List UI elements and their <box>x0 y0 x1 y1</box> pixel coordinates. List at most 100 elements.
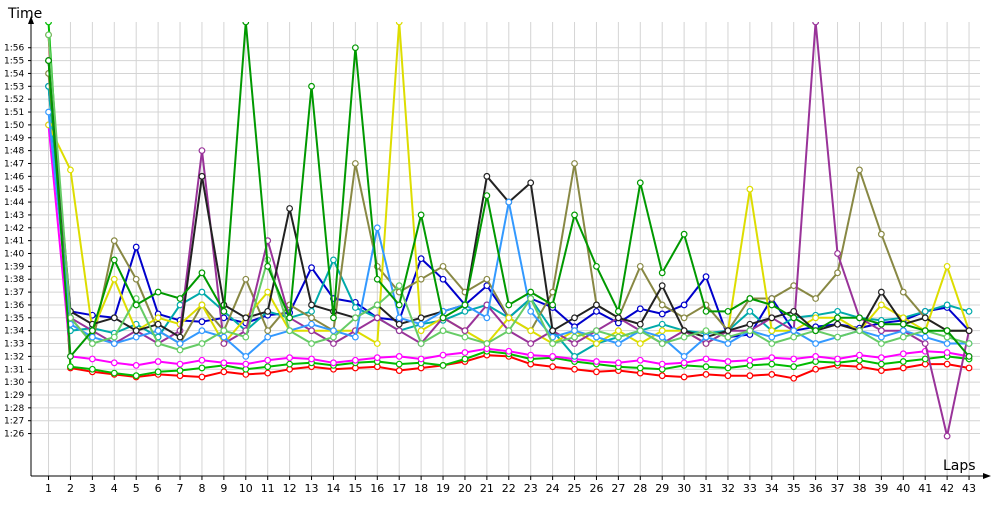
y-tick-label: 1:44 <box>4 198 24 208</box>
data-point <box>154 288 162 296</box>
data-point <box>264 307 272 315</box>
y-tick-label: 1:47 <box>4 159 24 169</box>
data-point <box>527 179 535 187</box>
data-point <box>746 307 754 315</box>
data-point <box>768 354 776 362</box>
data-point <box>856 363 863 371</box>
data-point <box>461 349 469 356</box>
data-point <box>680 230 688 238</box>
y-tick-label: 1:36 <box>4 301 24 311</box>
data-point <box>88 333 96 341</box>
data-point <box>571 340 578 347</box>
data-point <box>198 172 206 180</box>
data-point <box>899 333 907 341</box>
data-point <box>702 333 710 341</box>
data-point <box>176 340 184 347</box>
data-point <box>373 301 381 309</box>
data-point <box>110 359 118 367</box>
data-point <box>680 352 688 360</box>
data-point <box>768 333 776 341</box>
data-point <box>527 288 535 296</box>
data-point <box>921 333 929 341</box>
data-point <box>790 282 798 290</box>
data-point <box>724 364 732 372</box>
data-point <box>899 288 907 296</box>
data-point <box>373 275 381 283</box>
data-point <box>264 369 272 377</box>
data-point <box>132 333 140 341</box>
data-point <box>702 340 710 347</box>
x-tick-label: 25 <box>568 482 582 495</box>
data-point <box>965 327 973 335</box>
x-tick-label: 4 <box>111 482 118 495</box>
x-tick-label: 7 <box>177 482 184 495</box>
y-tick-label: 1:32 <box>4 352 24 362</box>
data-point <box>439 262 447 270</box>
x-tick-label: 21 <box>480 482 494 495</box>
data-point <box>746 320 754 328</box>
data-point <box>154 320 162 328</box>
data-point <box>724 333 732 341</box>
data-point <box>176 360 184 368</box>
data-point <box>264 363 272 371</box>
y-tick-label: 1:30 <box>4 378 24 388</box>
x-tick-labels: 1 2 3 4 5 6 7 8 9 10 11 12 13 14 15 16 17 18 19 20 21 22 23 24 2… <box>45 482 976 495</box>
data-point <box>790 327 798 335</box>
data-point <box>593 307 600 315</box>
data-point <box>527 307 535 315</box>
x-tick-label: 12 <box>283 482 297 495</box>
data-point <box>132 301 140 309</box>
data-point <box>614 327 622 335</box>
y-tick-label: 1:34 <box>4 327 24 337</box>
data-point <box>264 333 272 341</box>
data-point <box>351 160 359 167</box>
data-point <box>834 250 841 257</box>
data-point <box>834 333 841 341</box>
y-tick-label: 1:28 <box>4 404 24 414</box>
data-point <box>856 166 863 174</box>
data-point <box>132 327 140 335</box>
data-point <box>483 192 491 200</box>
data-point <box>286 205 294 212</box>
axes: Time Laps <box>7 6 991 479</box>
x-tick-label: 26 <box>589 482 603 495</box>
x-tick-label: 20 <box>458 482 472 495</box>
y-axis-arrow-icon <box>28 16 34 24</box>
data-point <box>88 340 96 347</box>
data-point <box>877 301 885 309</box>
data-point <box>680 327 688 335</box>
data-point <box>812 295 820 302</box>
data-point <box>198 269 206 277</box>
data-point <box>549 301 557 309</box>
data-point <box>921 340 929 347</box>
data-point <box>943 301 951 309</box>
data-point <box>790 307 798 315</box>
data-point <box>351 44 359 52</box>
data-point <box>417 327 425 335</box>
data-point <box>439 361 447 369</box>
data-point <box>395 352 403 360</box>
x-tick-label: 6 <box>155 482 162 495</box>
data-point <box>242 22 250 26</box>
x-tick-label: 38 <box>852 482 866 495</box>
data-point <box>746 356 754 364</box>
data-point <box>943 333 951 341</box>
x-tick-label: 30 <box>677 482 691 495</box>
x-tick-label: 29 <box>655 482 669 495</box>
data-point <box>702 273 710 281</box>
data-point <box>680 359 688 367</box>
data-point <box>724 327 732 335</box>
data-point <box>899 327 907 335</box>
data-point <box>286 314 294 322</box>
data-point <box>417 275 425 283</box>
data-point <box>154 368 162 376</box>
x-tick-label: 36 <box>809 482 823 495</box>
data-point <box>571 365 578 373</box>
data-point <box>658 333 666 341</box>
data-point <box>264 288 272 296</box>
data-point <box>505 327 513 335</box>
data-point <box>330 256 337 264</box>
data-point <box>593 301 600 309</box>
